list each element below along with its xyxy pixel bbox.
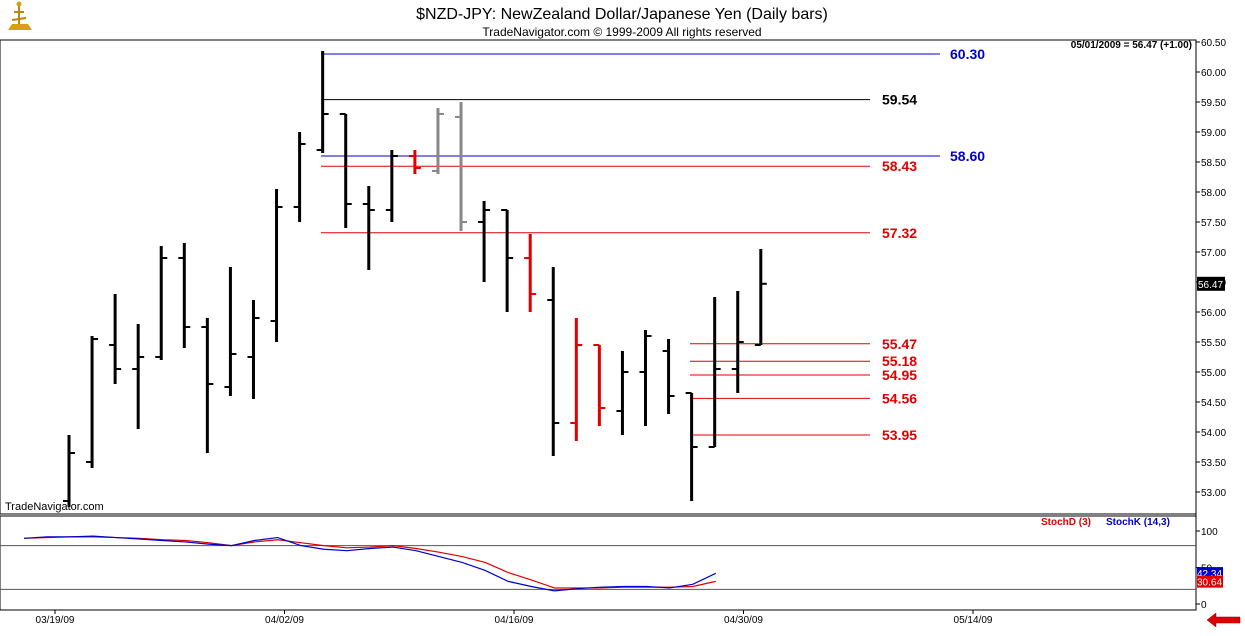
y-tick-label: 58.50 [1201, 158, 1226, 169]
ohlc-bar [524, 234, 537, 312]
ohlc-bar [201, 318, 214, 453]
level-label: 54.95 [882, 367, 917, 383]
ohlc-bar [431, 108, 444, 174]
date-axis: 03/19/09 04/02/09 04/16/09 04/30/09 05/14/09 [36, 610, 993, 626]
y-tick-label: 54.00 [1201, 428, 1226, 439]
y-tick-label: 59.00 [1201, 128, 1226, 139]
ohlc-bar [132, 324, 145, 429]
ohlc-bar [731, 291, 744, 393]
price-panel [0, 39, 1197, 515]
ohlc-bar [708, 297, 721, 448]
level-label: 55.47 [882, 336, 917, 352]
level-label: 57.32 [882, 225, 917, 241]
ohlc-bar [316, 51, 329, 153]
ohlc-bar [501, 209, 514, 312]
x-tick-label: 04/30/09 [724, 615, 763, 626]
legend-stochk: StochK (14,3) [1106, 517, 1170, 528]
y-tick-label: 55.00 [1201, 368, 1226, 379]
level-label: 58.60 [950, 148, 985, 164]
ohlc-bar [293, 132, 306, 222]
stoch-panel [0, 515, 1197, 611]
level-label: 58.43 [882, 158, 917, 174]
y-tick-label: 60.00 [1201, 68, 1226, 79]
ohlc-bar [570, 318, 583, 441]
legend-stochd: StochD (3) [1041, 517, 1091, 528]
price-level-lines: 60.30 59.54 58.60 58.43 57.32 55.4755.1854.95… [321, 46, 985, 443]
stoch-value-label: 42.34 [1197, 569, 1222, 580]
x-tick-label: 05/14/09 [954, 615, 993, 626]
y-tick-label: 53.50 [1201, 458, 1226, 469]
stoch-value-box [1197, 575, 1223, 588]
ohlc-bar [178, 243, 191, 348]
level-label: 55.18 [882, 353, 917, 369]
ohlc-bar [408, 150, 421, 174]
stoch-series [23, 535, 717, 592]
level-label: 54.56 [882, 390, 917, 406]
y-tick-label: 100 [1201, 527, 1218, 538]
y-tick-label: 54.50 [1201, 398, 1226, 409]
tradenavigator-logo-icon[interactable] [8, 1, 32, 31]
scroll-left-arrow-icon[interactable] [1206, 612, 1241, 628]
ohlc-bar [109, 294, 122, 384]
ohlc-bar [639, 330, 652, 426]
status-readout: 05/01/2009 = 56.47 (+1.00) [1071, 40, 1192, 51]
stoch-legend: StochD (3) StochK (14,3) [1041, 517, 1170, 528]
ohlc-bar [616, 351, 629, 435]
ohlc-bar [86, 336, 99, 468]
ohlc-bar [754, 249, 767, 346]
y-tick-label: 53.00 [1201, 488, 1226, 499]
y-tick-label: 55.50 [1201, 338, 1226, 349]
ohlc-bar [155, 246, 168, 360]
stoch-line [23, 535, 717, 592]
y-tick-label: 57.00 [1201, 248, 1226, 259]
y-tick-label: 0 [1201, 600, 1207, 611]
level-label: 60.30 [950, 46, 985, 62]
ohlc-bar [339, 113, 352, 228]
x-tick-label: 04/16/09 [495, 615, 534, 626]
ohlc-bar [455, 102, 468, 231]
level-label: 59.54 [882, 92, 917, 108]
x-tick-label: 03/19/09 [36, 615, 75, 626]
ohlc-bar [662, 339, 675, 414]
y-tick-label: 60.50 [1201, 38, 1226, 49]
stoch-reference-lines [0, 545, 1196, 590]
ohlc-bar [63, 435, 75, 507]
ohlc-bars [63, 51, 767, 507]
copyright-line: TradeNavigator.com © 1999-2009 All right… [482, 25, 761, 39]
ohlc-bar [224, 267, 237, 396]
ohlc-bar [547, 267, 560, 456]
ohlc-bar [478, 201, 491, 282]
y-tick-label: 58.00 [1201, 188, 1226, 199]
y-tick-label: 57.50 [1201, 218, 1226, 229]
level-label: 53.95 [882, 427, 917, 443]
stoch-line [23, 536, 716, 589]
ohlc-bar [247, 300, 260, 399]
ohlc-bar [385, 150, 398, 222]
y-tick-label: 59.50 [1201, 98, 1226, 109]
ohlc-bar [685, 392, 698, 501]
chart-title: $NZD-JPY: NewZealand Dollar/Japanese Yen… [416, 6, 828, 23]
last-price-marker [1197, 276, 1225, 291]
x-tick-label: 04/02/09 [265, 615, 304, 626]
y-tick-label: 56.00 [1201, 308, 1226, 319]
stoch-value-label: 30.64 [1197, 578, 1222, 589]
ohlc-bar [270, 189, 283, 342]
ohlc-bar [362, 186, 375, 270]
ohlc-bar [593, 344, 606, 426]
last-price-label: 56.47 [1198, 280, 1223, 291]
price-axis: 60.50 60.00 59.50 59.00 58.50 58.00 57.50 57.00… [1196, 38, 1226, 499]
watermark: TradeNavigator.com [5, 501, 104, 513]
